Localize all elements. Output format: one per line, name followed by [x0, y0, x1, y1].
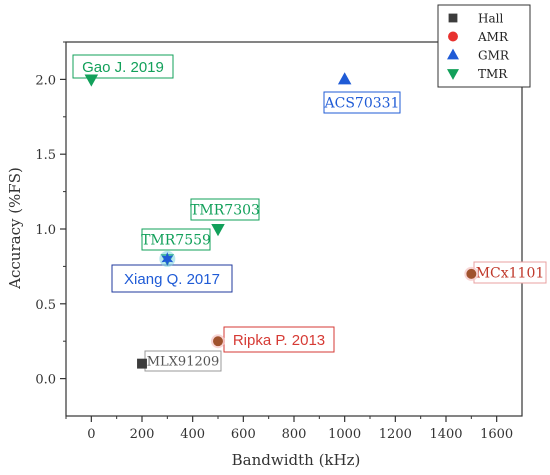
annotation-box	[323, 91, 401, 114]
x-tick-label: 1600	[480, 427, 513, 442]
data-point-hall	[137, 358, 147, 369]
annotation-label: Gao J. 2019	[72, 54, 174, 79]
annotation-text: TMR7559	[141, 233, 211, 249]
legend-marker-gmr	[447, 48, 459, 60]
plot-frame	[65, 41, 523, 417]
annotation-text: Ripka P. 2013	[233, 332, 325, 349]
data-point-amr	[466, 268, 477, 279]
legend-label: AMR	[477, 30, 509, 44]
legend-marker-amr	[448, 31, 458, 42]
x-tick-label: 0	[87, 427, 95, 442]
annotation-label: Xiang Q. 2017	[111, 264, 233, 293]
annotation-box	[141, 228, 211, 251]
annotations: Gao J. 2019 ACS70331 TMR7303 TMR7559 Xiang Q…	[72, 54, 547, 372]
x-tick-label: 1000	[328, 427, 361, 442]
data-points	[84, 72, 479, 369]
legend-label: TMR	[478, 67, 508, 81]
y-tick-label: 1.5	[35, 148, 56, 163]
annotation-label: TMR7559	[141, 228, 211, 251]
annotation-box	[72, 54, 174, 79]
annotation-text: Gao J. 2019	[82, 59, 164, 76]
data-point-tmr	[211, 224, 225, 237]
data-point-tmr	[84, 74, 99, 87]
data-point-star	[161, 252, 174, 266]
legend-marker-tmr	[447, 69, 459, 80]
annotation-label: MCx1101	[473, 261, 547, 284]
legend-marker-hall	[448, 13, 458, 23]
x-tick-label: 400	[180, 427, 205, 442]
legend-label: GMR	[478, 49, 510, 63]
annotation-text: TMR7303	[190, 203, 260, 219]
annotation-text: Xiang Q. 2017	[124, 271, 220, 288]
data-point-amr	[213, 336, 223, 347]
annotation-label: ACS70331	[323, 91, 401, 114]
x-tick-label: 1200	[379, 427, 412, 442]
y-axis-title: Accuracy (%FS)	[6, 167, 24, 290]
annotation-label: TMR7303	[190, 198, 260, 221]
x-tick-label: 600	[231, 427, 256, 442]
x-axis-title: Bandwidth (kHz)	[232, 451, 361, 469]
y-tick-label: 0.5	[35, 298, 56, 313]
annotation-text: MCx1101	[476, 266, 545, 282]
annotation-box	[190, 198, 260, 221]
annotation-box	[111, 264, 233, 293]
data-point-gmr	[337, 72, 352, 85]
x-axis: 0 200 400 600 800 1000 1200 1400 1600	[65, 416, 513, 442]
plot-area-border	[65, 41, 523, 417]
legend-label: Hall	[478, 12, 503, 26]
x-tick-label: 800	[282, 427, 307, 442]
y-tick-label: 0.0	[35, 373, 56, 388]
x-tick-label: 1400	[429, 427, 462, 442]
x-tick-label: 200	[130, 427, 155, 442]
annotation-label: MLX91209	[144, 350, 222, 372]
annotation-label: Ripka P. 2013	[223, 326, 335, 353]
legend: Hall AMR GMR TMR	[437, 4, 531, 88]
y-axis: 0.0 0.5 1.0 1.5 2.0	[35, 41, 66, 388]
annotation-text: MLX91209	[147, 355, 220, 370]
y-tick-label: 1.0	[35, 223, 56, 238]
y-tick-label: 2.0	[35, 73, 56, 88]
annotation-text: ACS70331	[324, 96, 400, 112]
